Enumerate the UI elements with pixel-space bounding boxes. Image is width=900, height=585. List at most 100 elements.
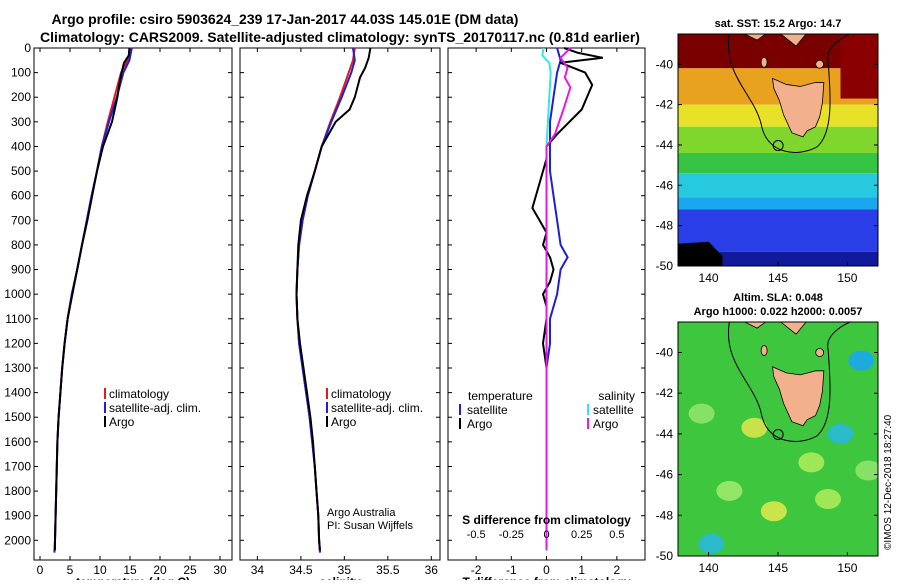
land-victoria [719, 322, 807, 335]
sla-map-title-line2: Argo h1000: 0.022 h2000: 0.0057 [694, 306, 863, 318]
x-tick-label: 35 [338, 563, 352, 577]
sla-anomaly-blob [688, 403, 715, 424]
depth-tick-label: 200 [11, 90, 31, 104]
lat-tick-label: -46 [656, 468, 674, 482]
depth-tick-label: 1100 [5, 312, 31, 326]
x-tick-label: 2 [614, 563, 621, 577]
x-tick-label: 10 [93, 563, 107, 577]
lon-tick-label: 140 [699, 271, 719, 285]
sla-map-title-line1: Altim. SLA: 0.048 [733, 292, 823, 304]
lon-tick-label: 145 [768, 271, 788, 285]
profile-panel-3: -2 -1 0 1 2T difference from climatology temp… [447, 47, 646, 585]
depth-tick-label: 1000 [4, 287, 31, 301]
lat-tick-label: -44 [656, 427, 674, 441]
depth-tick-label: 400 [11, 139, 31, 153]
sst-band [678, 153, 878, 174]
x-tick-label: 34 [251, 563, 265, 577]
sla-anomaly-blob [827, 423, 854, 444]
secondary-x-axis-label: S difference from climatology [462, 513, 631, 527]
figure-title-line2: Climatology: CARS2009. Satellite-adjuste… [40, 29, 640, 45]
legend-label: Argo [331, 415, 357, 429]
argo-float-marker [772, 140, 784, 152]
depth-tick-label: 100 [11, 66, 31, 80]
profile-panels: 0100200300400500600700800900100011001200… [4, 41, 646, 585]
land-tasmania [771, 77, 825, 138]
depth-tick-label: 2000 [4, 533, 31, 547]
depth-tick-label: 1300 [4, 361, 31, 375]
depth-tick-label: 1600 [4, 435, 31, 449]
sst-map-title: sat. SST: 15.2 Argo: 14.7 [715, 18, 842, 30]
credit-line2: PI: Susan Wijffels [327, 520, 413, 532]
x-tick-label: 0 [37, 563, 44, 577]
x-tick-label: 1 [578, 563, 585, 577]
depth-tick-label: 1900 [4, 509, 31, 523]
x-tick-label: 20 [153, 563, 167, 577]
x-tick-label: 15 [123, 563, 137, 577]
lat-tick-label: -42 [656, 98, 674, 112]
x-axis-label: T difference from climatology [462, 575, 630, 580]
legend-label: satellite [593, 403, 634, 417]
lat-tick-label: -50 [656, 549, 674, 563]
plot-frame [239, 47, 441, 561]
depth-tick-label: 1800 [4, 484, 31, 498]
depth-tick-label: 1200 [4, 336, 31, 350]
x-tick-label: 34.5 [289, 563, 313, 577]
land-king-island [760, 56, 768, 68]
sla-anomaly-blob [798, 452, 825, 473]
sla-anomaly-blob [698, 533, 725, 554]
secondary-x-tick-label: 0.25 [571, 529, 592, 541]
sla-anomaly-blob [760, 501, 787, 522]
lat-tick-label: -44 [656, 138, 674, 152]
depth-tick-label: 800 [11, 238, 31, 252]
profile-panel-1: 0100200300400500600700800900100011001200… [4, 41, 233, 585]
lat-tick-label: -42 [656, 386, 674, 400]
argo-float-marker [772, 429, 784, 441]
x-tick-label: 36 [425, 563, 439, 577]
plot-frame [33, 47, 233, 561]
depth-tick-label: 1400 [4, 386, 31, 400]
depth-tick-label: 900 [11, 263, 31, 277]
x-tick-label: -1 [506, 563, 517, 577]
series-line-argo-salinity- [545, 47, 572, 551]
depth-tick-label: 500 [11, 164, 31, 178]
shelf-contour [727, 322, 851, 442]
sla-anomaly-blob [855, 460, 878, 481]
x-tick-label: 30 [213, 563, 227, 577]
legend-label: satellite [467, 403, 508, 417]
profile-panel-2: 34 34.5 35 35.5 36 salinity climatologysatelli… [239, 47, 441, 585]
legend-label: climatology [331, 387, 391, 401]
x-axis-label: temperature (deg C) [76, 575, 190, 580]
x-tick-label: 25 [183, 563, 197, 577]
x-tick-label: -2 [471, 563, 482, 577]
sla-anomaly-blob [815, 489, 841, 510]
sst-band [678, 197, 878, 210]
lat-tick-label: -40 [656, 57, 674, 71]
x-tick-label: 5 [67, 563, 74, 577]
legend-label: satellite-adj. clim. [331, 401, 423, 415]
lat-tick-label: -48 [656, 219, 674, 233]
depth-tick-label: 300 [11, 115, 31, 129]
land-flinders-island [815, 348, 825, 357]
sst-band [678, 173, 878, 198]
depth-tick-label: 1700 [4, 459, 31, 473]
legend-title-salinity: salinity [598, 389, 635, 403]
land-king-island [760, 345, 768, 356]
sst-band [678, 104, 878, 127]
lat-tick-label: -40 [656, 346, 674, 360]
sla-anomaly-blob [848, 350, 875, 371]
series-line-argo [54, 47, 131, 551]
figure-title-line1: Argo profile: csiro 5903624_239 17-Jan-2… [52, 11, 519, 27]
x-tick-label: 0 [543, 563, 550, 577]
depth-tick-label: 700 [11, 213, 31, 227]
shelf-contour [727, 34, 851, 153]
sst-band [678, 251, 878, 266]
lat-tick-label: -46 [656, 178, 674, 192]
land-victoria [719, 34, 807, 47]
secondary-x-tick-label: 0.5 [609, 529, 624, 541]
secondary-x-tick-label: 0 [543, 529, 549, 541]
lon-tick-label: 150 [837, 561, 857, 575]
lon-tick-label: 150 [837, 271, 857, 285]
secondary-x-tick-label: -0.5 [467, 529, 486, 541]
secondary-x-tick-label: -0.25 [499, 529, 524, 541]
